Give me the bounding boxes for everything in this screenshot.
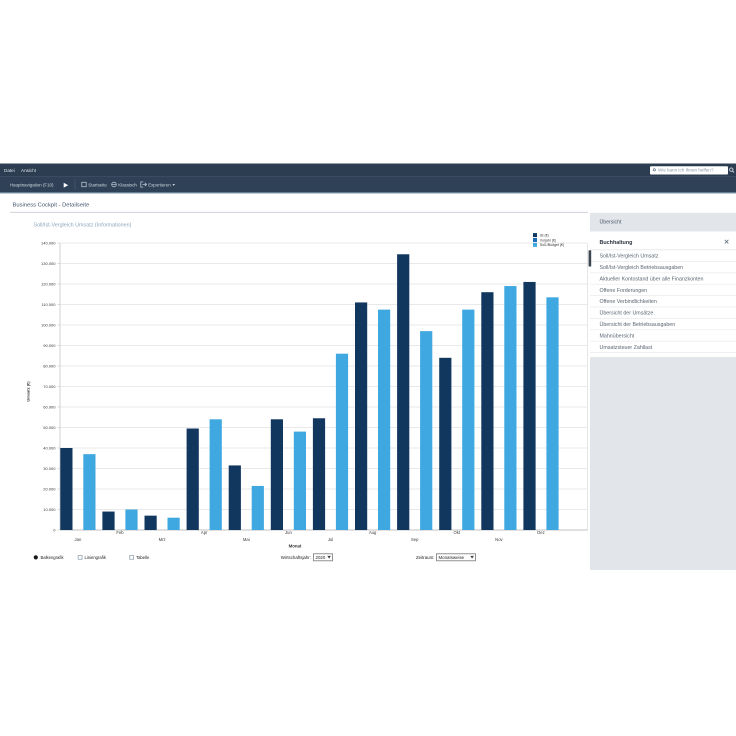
svg-text:Soll-/Budget (€): Soll-/Budget (€) [540, 243, 564, 247]
svg-text:Offene Verbindlichkeiten: Offene Verbindlichkeiten [600, 299, 657, 305]
svg-text:Mai: Mai [243, 537, 250, 542]
svg-text:100.000: 100.000 [41, 323, 56, 328]
svg-text:Balkengrafik: Balkengrafik [41, 555, 65, 560]
svg-text:Monatsweise: Monatsweise [439, 555, 465, 560]
svg-text:130.000: 130.000 [41, 261, 56, 266]
svg-text:120.000: 120.000 [41, 282, 56, 287]
svg-text:Wie kann ich Ihnen helfen?: Wie kann ich Ihnen helfen? [658, 168, 714, 173]
svg-text:Wirtschaftsjahr:: Wirtschaftsjahr: [281, 555, 311, 560]
svg-text:Jul: Jul [328, 537, 333, 542]
svg-text:Hauptnavigation (F10): Hauptnavigation (F10) [10, 183, 54, 188]
svg-text:50.000: 50.000 [43, 425, 56, 430]
svg-text:Jan: Jan [75, 537, 82, 542]
svg-text:Soll/Ist-Vergleich Betriebsaus: Soll/Ist-Vergleich Betriebsausgaben [600, 265, 684, 271]
svg-text:Umsatz (€): Umsatz (€) [26, 381, 31, 402]
svg-text:Datei: Datei [4, 168, 15, 173]
svg-text:Jun: Jun [285, 530, 292, 535]
svg-text:Nov: Nov [495, 537, 503, 542]
svg-text:60.000: 60.000 [43, 405, 56, 410]
svg-text:Ist (€): Ist (€) [540, 233, 549, 237]
svg-text:Exportieren: Exportieren [148, 183, 171, 188]
svg-text:Mahnübersicht: Mahnübersicht [600, 333, 635, 339]
svg-text:40.000: 40.000 [43, 446, 56, 451]
svg-text:Startseite: Startseite [88, 183, 107, 188]
svg-text:Apr: Apr [201, 530, 208, 535]
svg-text:Mrz: Mrz [159, 537, 166, 542]
svg-text:Offene Forderungen: Offene Forderungen [600, 288, 648, 294]
svg-text:70.000: 70.000 [43, 384, 56, 389]
svg-text:2020: 2020 [316, 555, 326, 560]
svg-text:Umsatzsteuer Zahllast: Umsatzsteuer Zahllast [600, 345, 653, 351]
svg-text:Übersicht: Übersicht [600, 219, 622, 226]
svg-text:0: 0 [53, 528, 56, 533]
svg-text:Übersicht der Betriebsausgaben: Übersicht der Betriebsausgaben [600, 321, 676, 328]
svg-text:Monat: Monat [289, 543, 302, 548]
svg-text:140.000: 140.000 [41, 241, 56, 246]
svg-text:80.000: 80.000 [43, 364, 56, 369]
svg-text:20.000: 20.000 [43, 487, 56, 492]
svg-text:Tabelle: Tabelle [136, 555, 150, 560]
svg-text:Sep: Sep [411, 537, 419, 542]
svg-text:Soll/Ist-Vergleich Umsatz: Soll/Ist-Vergleich Umsatz [600, 254, 659, 260]
svg-text:10.000: 10.000 [43, 507, 56, 512]
svg-text:110.000: 110.000 [41, 302, 56, 307]
svg-text:Übersicht der Umsätze: Übersicht der Umsätze [600, 310, 654, 317]
svg-text:Dez: Dez [537, 530, 544, 535]
svg-text:Soll/Ist-Vergleich Umsatz (Inf: Soll/Ist-Vergleich Umsatz (Informationen… [34, 222, 132, 228]
svg-text:Liniengrafik: Liniengrafik [85, 555, 107, 560]
svg-text:Zeitraum:: Zeitraum: [416, 555, 435, 560]
svg-text:Ansicht: Ansicht [21, 168, 37, 173]
svg-text:Buchhaltung: Buchhaltung [600, 240, 633, 246]
svg-text:Aktueller Kontostand über alle: Aktueller Kontostand über alle Finanzkon… [600, 276, 704, 282]
svg-text:Feb: Feb [116, 530, 124, 535]
svg-text:Okt: Okt [454, 530, 461, 535]
svg-text:Klassisch: Klassisch [118, 183, 137, 188]
svg-text:30.000: 30.000 [43, 466, 56, 471]
svg-text:Business Cockpit - Detailseite: Business Cockpit - Detailseite [13, 203, 90, 209]
svg-text:Aug: Aug [369, 530, 377, 535]
svg-text:Vorjahr (€): Vorjahr (€) [540, 238, 556, 242]
svg-text:90.000: 90.000 [43, 343, 56, 348]
